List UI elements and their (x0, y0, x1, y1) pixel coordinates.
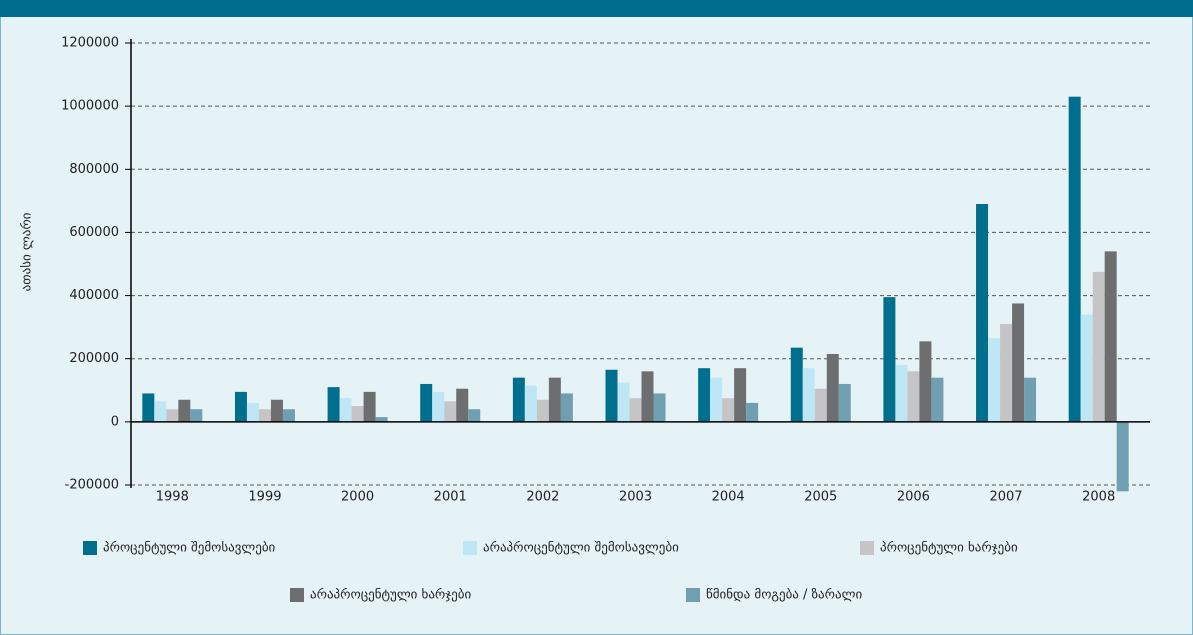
bar (351, 406, 364, 422)
legend-label: პროცენტული შემოსავლები (103, 541, 276, 556)
bar (746, 402, 759, 422)
bar (536, 399, 549, 422)
bar (790, 347, 803, 422)
bar (653, 393, 666, 422)
bar (282, 409, 295, 422)
legend-label: პროცენტული ხარჯები (880, 541, 1018, 556)
bar (838, 383, 851, 422)
bar (919, 341, 932, 422)
bar (605, 369, 618, 422)
x-tick-label: 1998 (156, 490, 189, 505)
bar (420, 383, 433, 422)
x-tick-label: 2002 (526, 490, 559, 505)
bar (444, 401, 457, 422)
bar (1116, 421, 1129, 492)
y-tick-label: 0 (111, 414, 119, 429)
bar (258, 409, 271, 422)
legend-swatch (463, 541, 477, 555)
bar (1104, 251, 1117, 422)
bar (722, 398, 735, 422)
x-tick-label: 2007 (989, 490, 1022, 505)
bar (698, 368, 711, 422)
bar (560, 393, 573, 422)
bar (814, 388, 827, 422)
x-tick-label: 2004 (712, 490, 745, 505)
bar (190, 409, 203, 422)
bar (142, 393, 155, 422)
y-tick-label: 200000 (69, 351, 119, 366)
x-tick-label: 2008 (1082, 490, 1115, 505)
bar (907, 371, 920, 422)
bar (895, 365, 908, 422)
y-tick-label: 400000 (69, 288, 119, 303)
bar (234, 391, 247, 422)
bar (1080, 314, 1093, 422)
bar (802, 368, 815, 422)
bar (327, 387, 340, 422)
x-tick-label: 2000 (341, 490, 374, 505)
legend-label: არაპროცენტული შემოსავლები (483, 541, 679, 556)
bar (154, 401, 167, 422)
y-tick-label: 600000 (69, 225, 119, 240)
bar (976, 204, 989, 422)
x-tick-label: 1999 (248, 490, 281, 505)
y-tick-label: 1000000 (61, 99, 119, 114)
bar (166, 409, 179, 422)
bar (375, 417, 388, 422)
bar (617, 382, 630, 422)
bar (826, 353, 839, 422)
bar (270, 399, 283, 422)
bar (178, 399, 191, 422)
y-tick-label: -200000 (65, 478, 119, 493)
bar (1092, 271, 1105, 422)
bar (468, 409, 481, 422)
y-axis-label: ათასი ლარი (20, 212, 35, 291)
bar (246, 402, 259, 422)
header-bar (0, 0, 1193, 17)
bar (1024, 377, 1037, 422)
bar (432, 391, 445, 422)
bar (512, 377, 525, 422)
bar (734, 368, 747, 422)
bar (641, 371, 654, 422)
legend-label: არაპროცენტული ხარჯები (310, 588, 472, 603)
x-tick-label: 2005 (804, 490, 837, 505)
bar (456, 388, 469, 422)
x-tick-label: 2001 (434, 490, 467, 505)
bar (1000, 323, 1013, 422)
bar (629, 398, 642, 422)
bar (1068, 96, 1081, 422)
bar (524, 385, 537, 422)
legend-swatch (83, 541, 97, 555)
bar (710, 377, 723, 422)
bar (988, 338, 1001, 422)
legend-label: წმინდა მოგება / ზარალი (706, 588, 862, 603)
legend-swatch (290, 588, 304, 602)
bar (339, 398, 352, 422)
legend-swatch (860, 541, 874, 555)
y-tick-label: 800000 (69, 162, 119, 177)
y-tick-label: 1200000 (61, 36, 119, 51)
bar (883, 297, 896, 422)
x-tick-label: 2003 (619, 490, 652, 505)
bar (931, 377, 944, 422)
legend-swatch (686, 588, 700, 602)
x-tick-label: 2006 (897, 490, 930, 505)
bar (1012, 303, 1025, 422)
bar (363, 391, 376, 422)
bar (548, 377, 561, 422)
